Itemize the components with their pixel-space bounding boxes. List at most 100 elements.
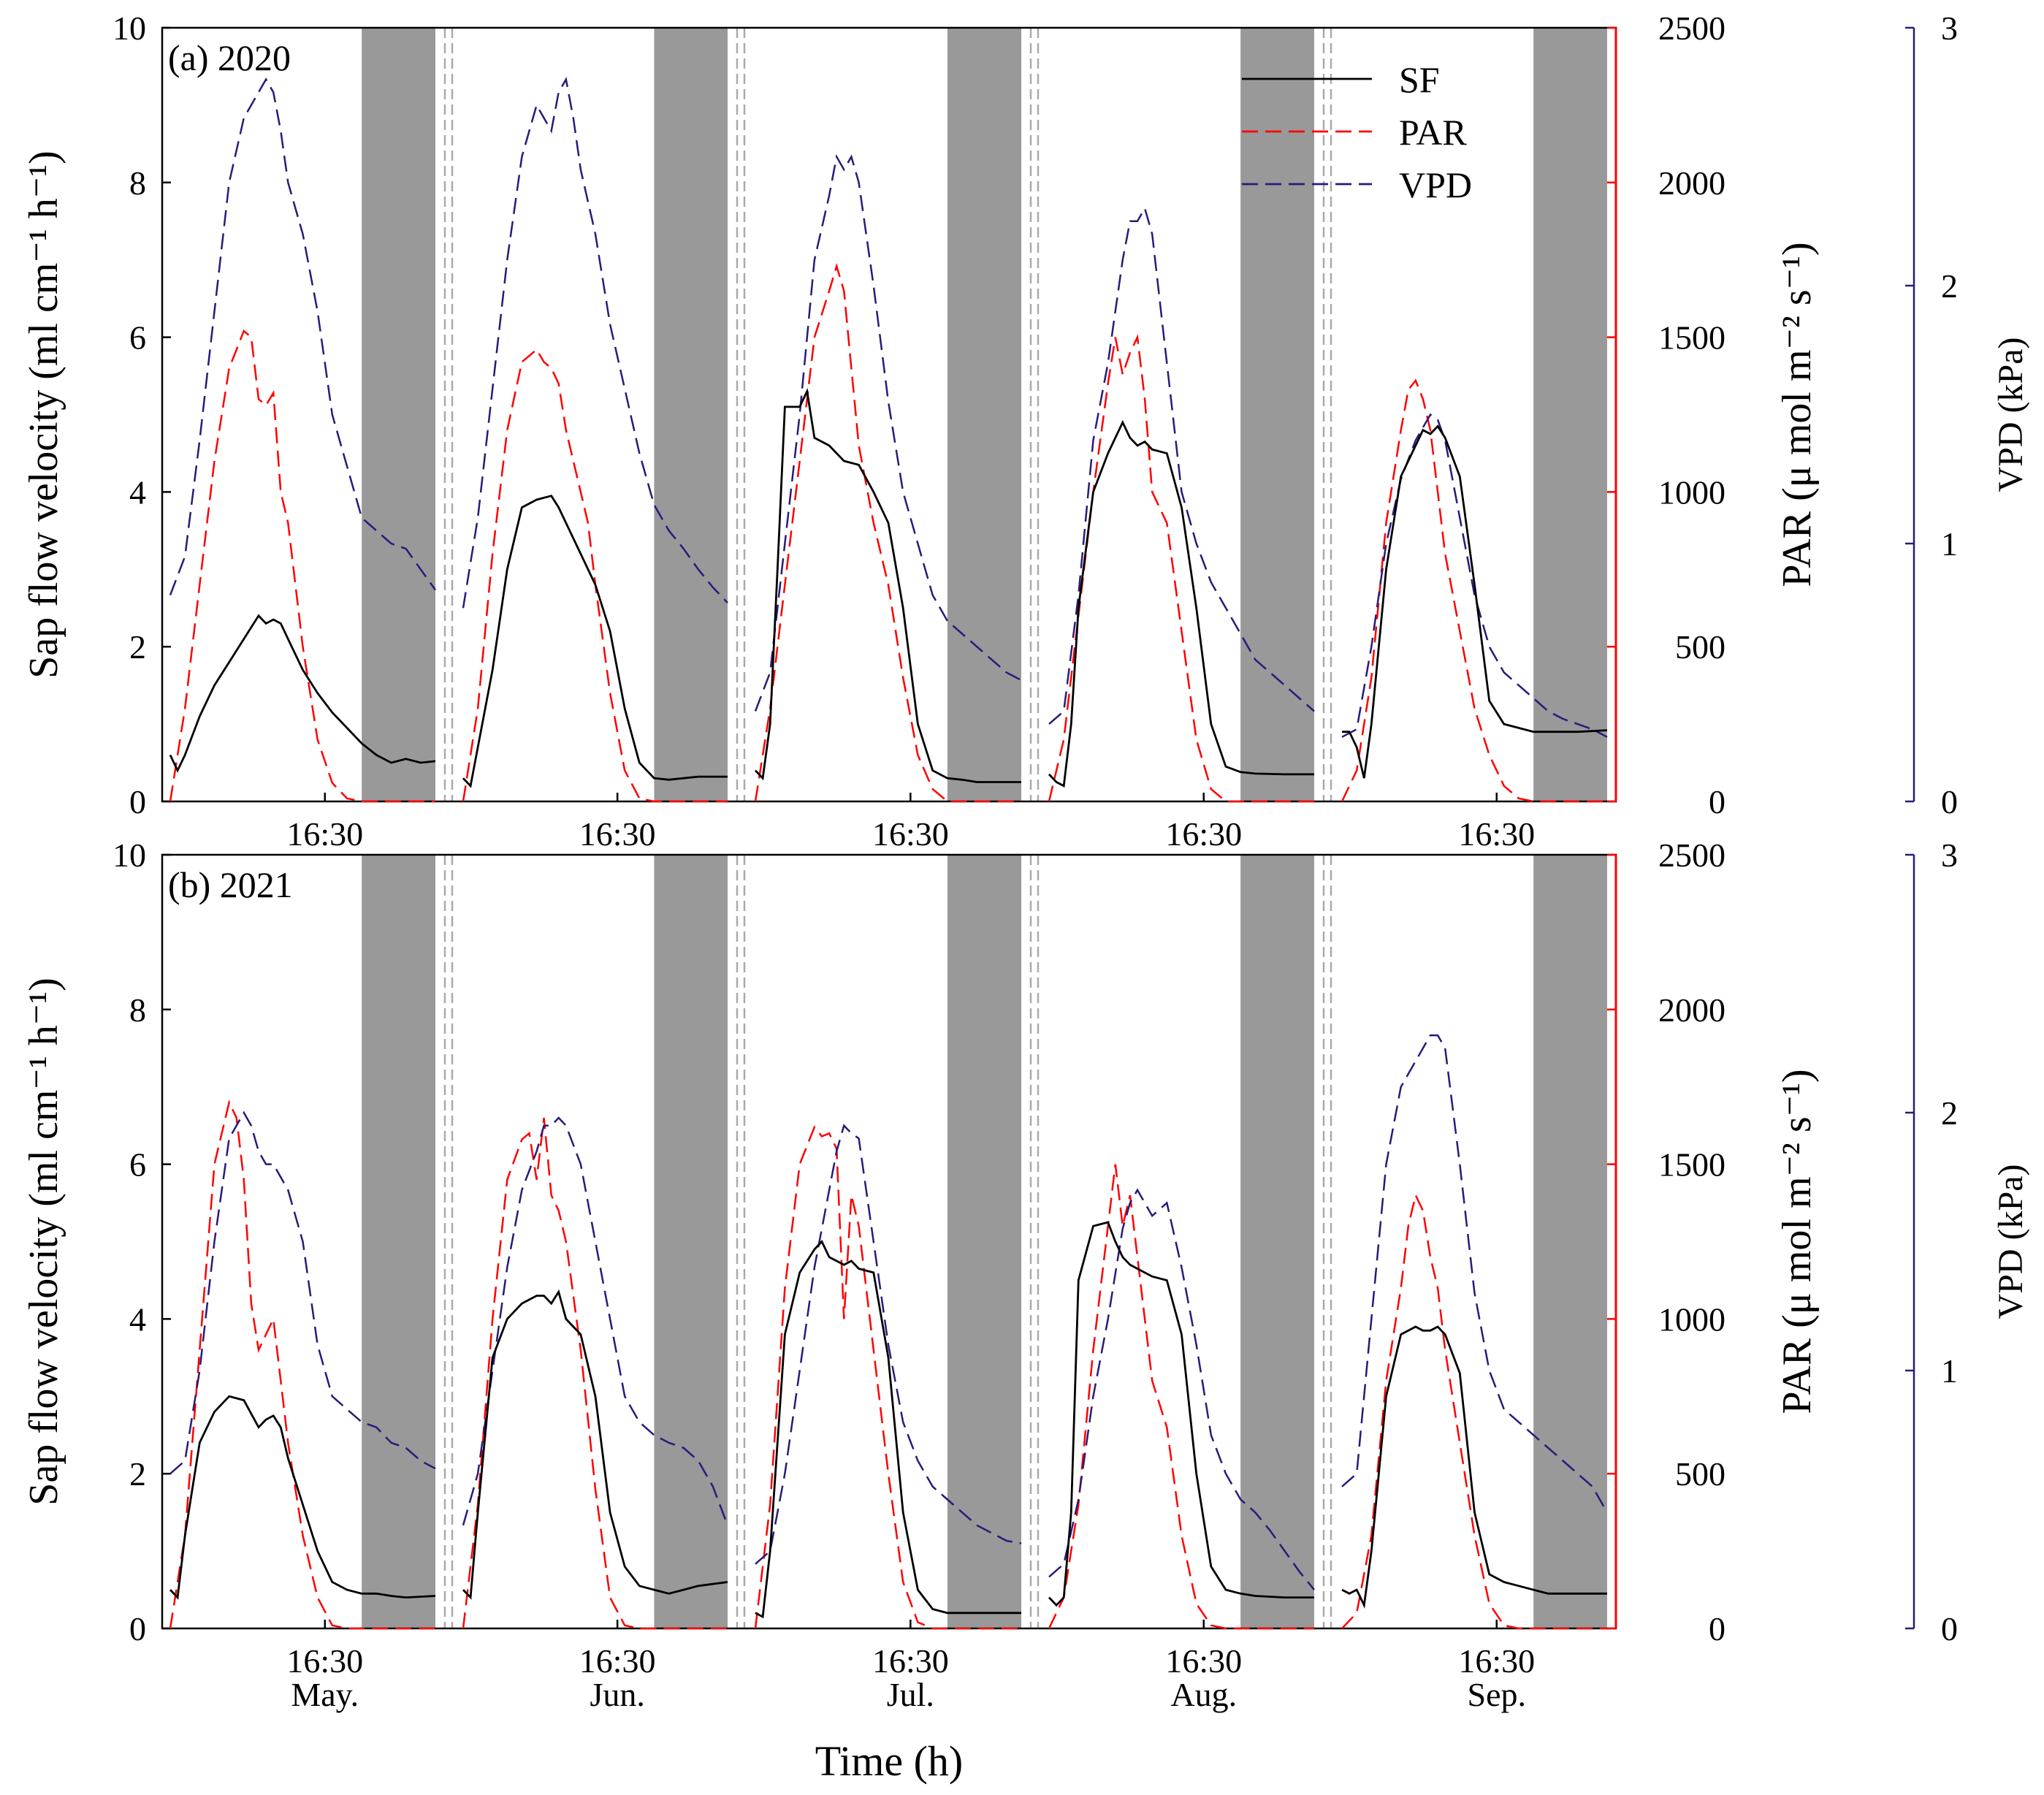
par-axis-title: PAR (μ mol m⁻² s⁻¹)	[1774, 1069, 1820, 1414]
vpd-tick-label: 0	[1941, 1610, 1958, 1647]
sf-series-line	[755, 1240, 1021, 1619]
vpd-series-line	[1341, 1034, 1609, 1513]
vpd-axis-title: VPD (kPa)	[1991, 1165, 2030, 1319]
vpd-axis-title: VPD (kPa)	[1991, 338, 2030, 492]
par-tick-label: 500	[1675, 1455, 1725, 1493]
x-axis-title: Time (h)	[815, 1737, 964, 1785]
par-series-line	[462, 1117, 728, 1630]
x-tick-label: 16:30	[1458, 1642, 1535, 1680]
par-tick-label: 2000	[1658, 991, 1725, 1029]
par-tick-label: 500	[1675, 628, 1725, 666]
sf-series-line	[1341, 1325, 1607, 1609]
par-tick-label: 0	[1709, 783, 1725, 820]
par-series-line	[1341, 378, 1607, 803]
night-shading	[1533, 855, 1607, 1628]
x-tick-label: 16:30	[286, 1642, 363, 1680]
par-tick-label: 2500	[1658, 9, 1725, 47]
par-series-line	[754, 262, 1021, 803]
vpd-tick-label: 3	[1941, 836, 1958, 874]
night-shading	[654, 855, 728, 1628]
panel-a: 0 2 4 6 8 10 0 500 1000 1500 2000 2500 0 1 2 3 16:30 16:3…	[21, 9, 2030, 853]
vpd-tick-label: 1	[1941, 525, 1958, 563]
night-shading	[1240, 28, 1314, 801]
sf-tick-label: 4	[129, 1300, 146, 1338]
sf-tick-label: 10	[113, 9, 146, 47]
x-tick-label: 16:30	[579, 815, 656, 853]
sf-series-line	[169, 614, 436, 773]
legend-label: VPD	[1399, 164, 1472, 205]
vpd-series-line	[462, 77, 728, 609]
vpd-series-line	[169, 1110, 436, 1475]
vpd-series-line	[754, 153, 1022, 712]
par-tick-label: 0	[1709, 1610, 1725, 1647]
vpd-series-line	[1048, 205, 1315, 725]
sf-series-line	[1048, 419, 1314, 788]
vpd-tick-label: 2	[1941, 1094, 1958, 1132]
night-shading	[947, 855, 1021, 1628]
sf-axis-title: Sap flow velocity (ml cm⁻¹ h⁻¹)	[21, 977, 66, 1506]
panel-b: 0 2 4 6 8 10 0 500 1000 1500 2000 2500 0 1 2 3 16:30 16:3…	[21, 836, 2030, 1680]
sf-series-line	[462, 495, 728, 788]
month-label: Jun.	[590, 1676, 644, 1713]
vpd-tick-label: 2	[1941, 267, 1958, 305]
sf-series-line	[1342, 424, 1608, 779]
sf-tick-label: 8	[129, 991, 146, 1029]
vpd-tick-label: 3	[1941, 9, 1958, 47]
night-shading	[654, 28, 728, 801]
x-tick-label: 16:30	[1458, 815, 1535, 853]
sf-tick-label: 10	[113, 836, 146, 874]
vpd-series-line	[755, 1124, 1022, 1565]
x-tick-label: 16:30	[1165, 1642, 1242, 1680]
legend-label: PAR	[1399, 112, 1467, 153]
sf-series-line	[754, 388, 1021, 783]
legend-label: SF	[1399, 59, 1440, 100]
sf-tick-label: 4	[129, 473, 146, 511]
sf-series-line	[169, 1395, 436, 1600]
sf-tick-label: 2	[129, 628, 146, 666]
vpd-tick-label: 1	[1941, 1352, 1958, 1390]
night-shading	[1533, 28, 1607, 801]
night-shading	[947, 28, 1021, 801]
x-tick-label: 16:30	[872, 1642, 949, 1680]
sf-tick-label: 0	[129, 1610, 146, 1647]
sf-axis-title: Sap flow velocity (ml cm⁻¹ h⁻¹)	[21, 150, 66, 679]
par-series-line	[169, 1100, 435, 1630]
sf-tick-label: 2	[129, 1455, 146, 1493]
sf-series-line	[1048, 1221, 1314, 1607]
par-tick-label: 1000	[1658, 1300, 1725, 1338]
night-shading	[362, 28, 435, 801]
sf-series-line	[462, 1289, 728, 1600]
par-series-line	[462, 348, 728, 803]
vpd-tick-label: 0	[1941, 783, 1958, 820]
x-tick-label: 16:30	[286, 815, 363, 853]
x-tick-label: 16:30	[872, 815, 949, 853]
vpd-series-line	[169, 77, 437, 596]
night-shading	[362, 855, 435, 1628]
month-label: Jul.	[887, 1676, 934, 1713]
vpd-series-line	[1048, 1188, 1315, 1590]
panel-title: (a) 2020	[168, 37, 291, 78]
vpd-series-line	[462, 1116, 729, 1526]
par-series-line	[1341, 1192, 1607, 1630]
vpd-series-line	[1341, 413, 1608, 738]
sf-tick-label: 0	[129, 783, 146, 820]
legend: SF PAR VPD	[1242, 59, 1472, 205]
month-label: Sep.	[1468, 1676, 1527, 1713]
par-series-line	[754, 1125, 1021, 1630]
par-series-line	[169, 329, 435, 803]
sf-tick-label: 6	[129, 319, 146, 357]
par-tick-label: 2500	[1658, 836, 1725, 874]
par-axis-title: PAR (μ mol m⁻² s⁻¹)	[1774, 242, 1820, 587]
sf-tick-label: 6	[129, 1146, 146, 1184]
month-label: May.	[291, 1676, 359, 1713]
panel-title: (b) 2021	[168, 864, 293, 905]
par-series-line	[1048, 1164, 1314, 1630]
par-tick-label: 2000	[1658, 164, 1725, 202]
night-shading	[1240, 855, 1314, 1628]
par-tick-label: 1500	[1658, 319, 1725, 357]
par-tick-label: 1500	[1658, 1146, 1725, 1184]
x-tick-label: 16:30	[1165, 815, 1242, 853]
sf-tick-label: 8	[129, 164, 146, 202]
x-tick-label: 16:30	[579, 1642, 656, 1680]
